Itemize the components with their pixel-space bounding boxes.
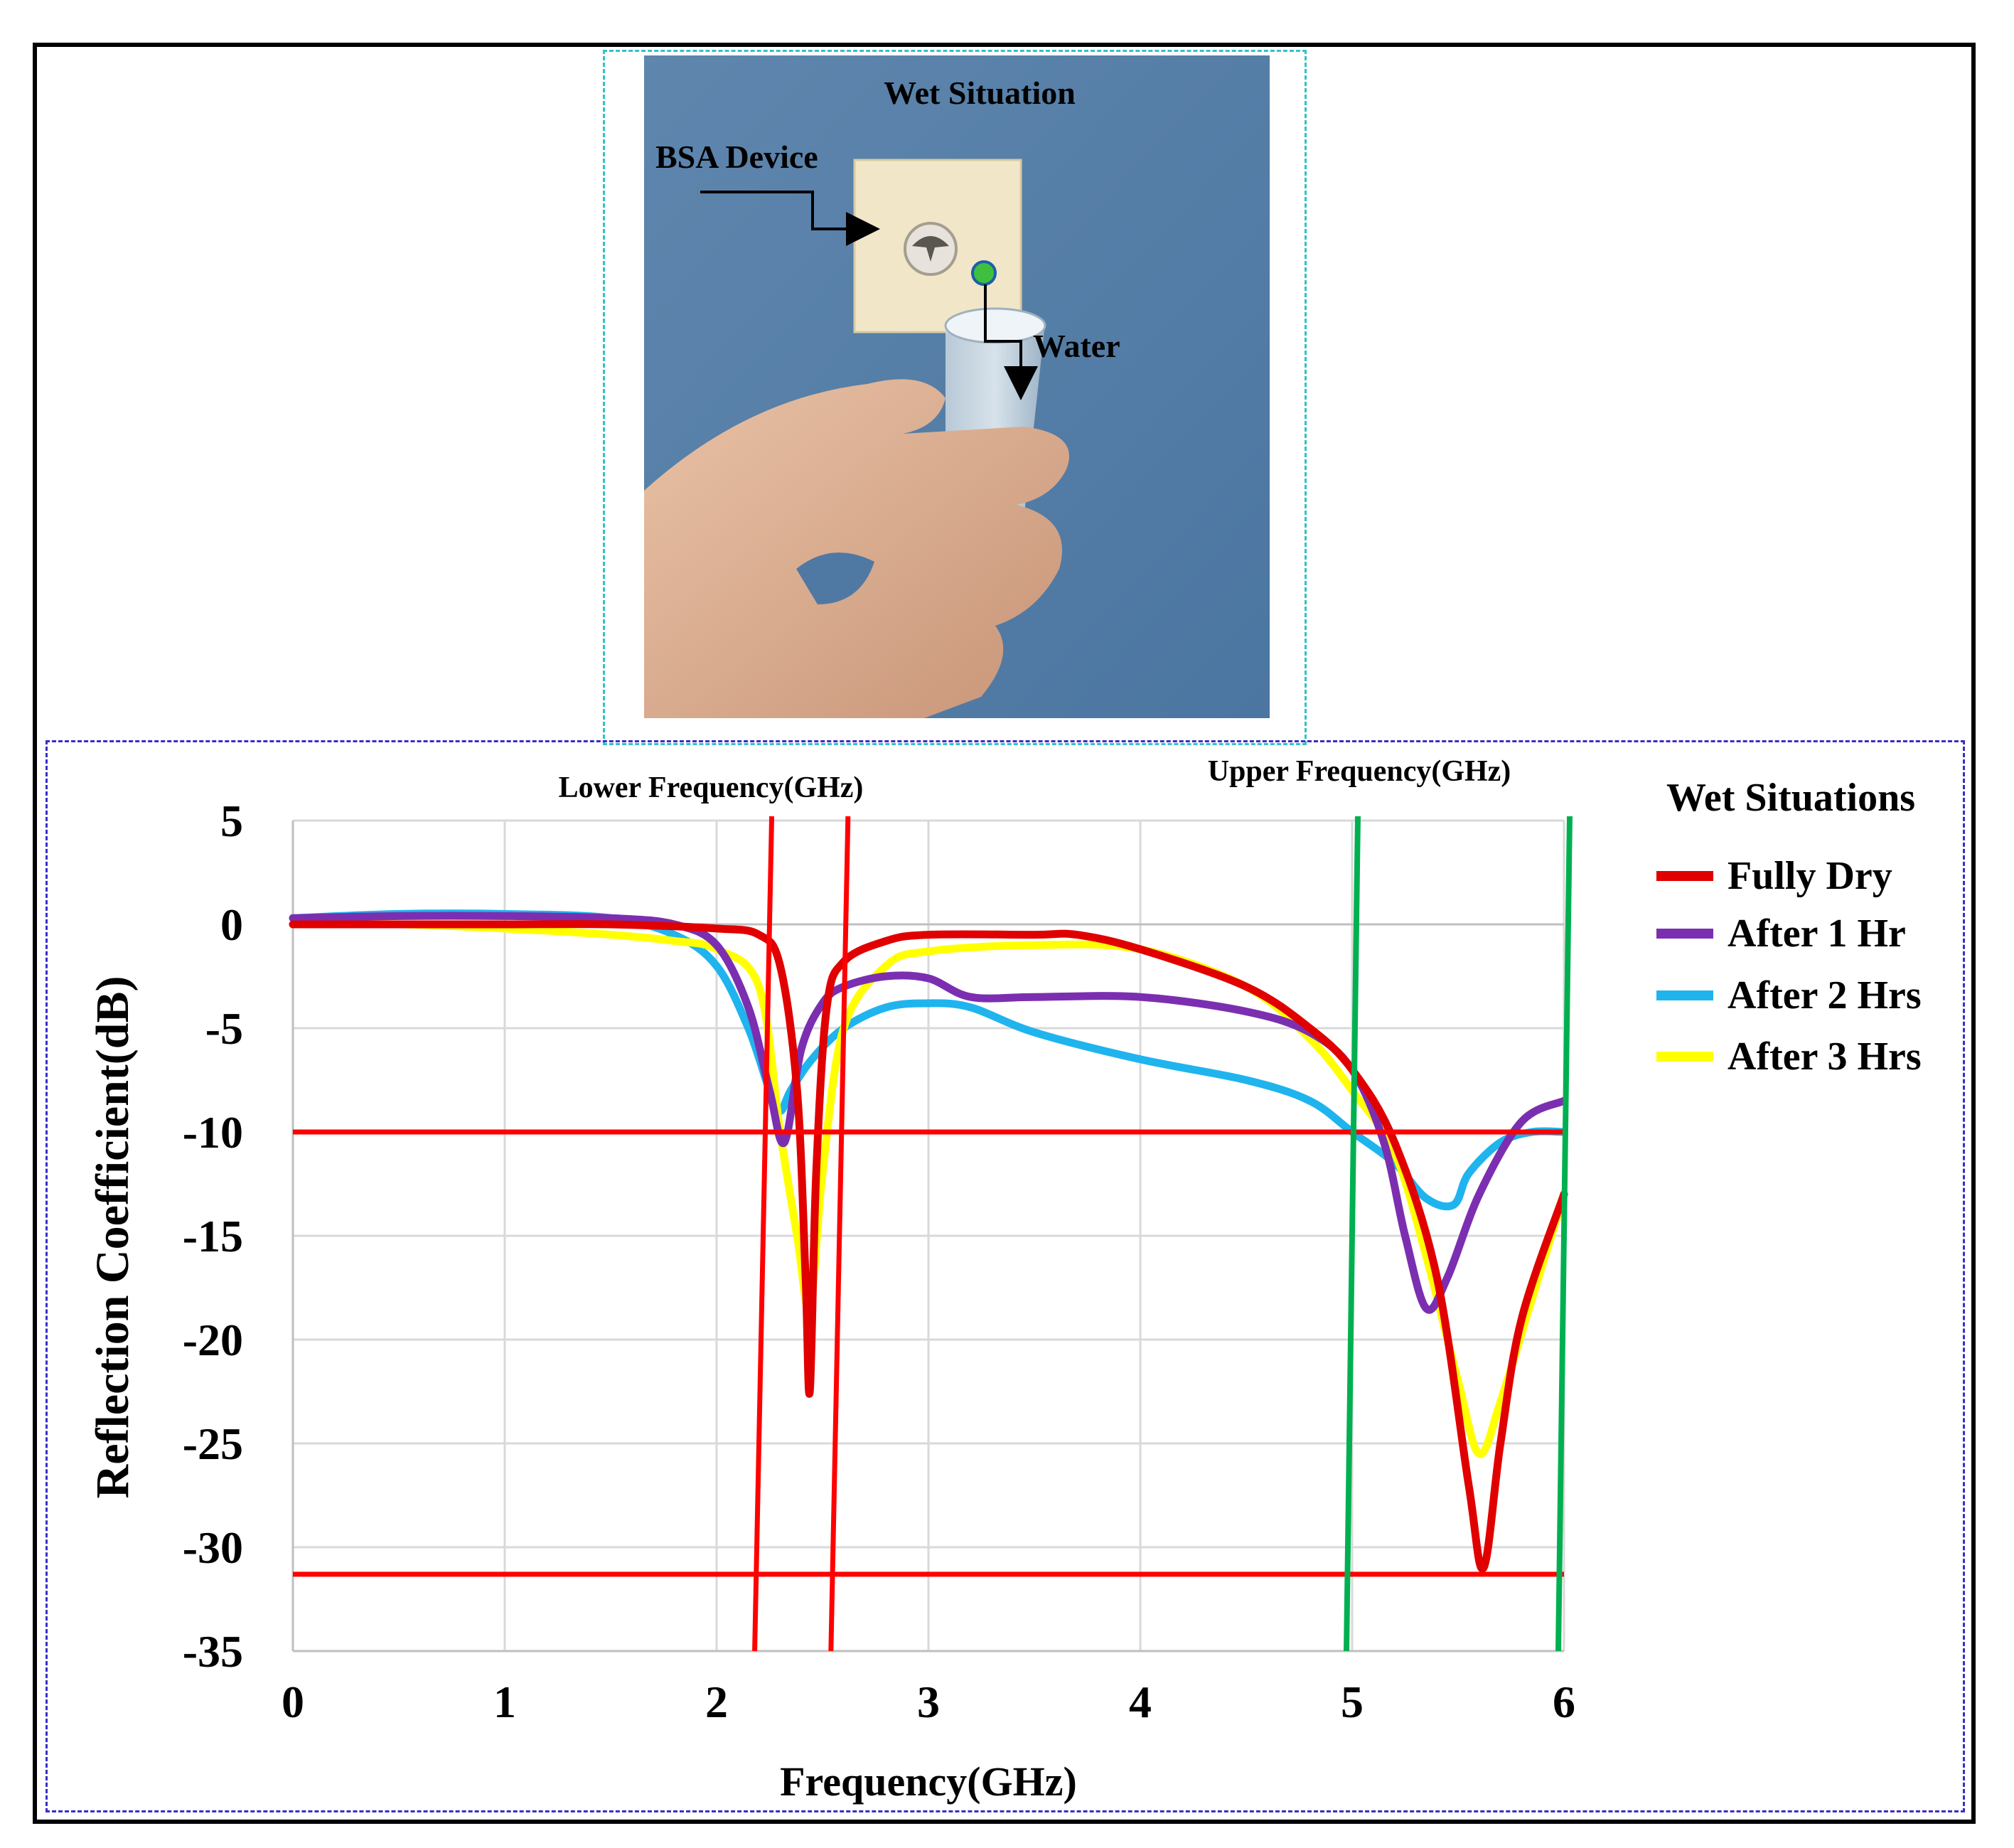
- ref-line-vertical-red: [828, 816, 851, 1652]
- y-tick-labels: 5 0 -5 -10 -15 -20 -25 -30 -35: [183, 796, 243, 1677]
- reference-lines: [293, 816, 1573, 1652]
- legend-title: Wet Situations: [1666, 776, 1915, 820]
- legend-label-fully-dry: Fully Dry: [1728, 854, 1892, 898]
- photo-title: Wet Situation: [884, 75, 1076, 111]
- x-tick-label: 2: [705, 1677, 728, 1727]
- y-tick-label: -20: [183, 1315, 243, 1365]
- water-drop-marker: [971, 260, 997, 286]
- water-label: Water: [1033, 328, 1120, 364]
- bsa-device-antenna: [904, 222, 958, 276]
- y-tick-label: 0: [220, 899, 243, 950]
- ref-line-vertical-red: [752, 816, 775, 1652]
- y-axis-label: Reflection Coefficient(dB): [87, 976, 139, 1499]
- x-tick-label: 4: [1129, 1677, 1152, 1727]
- y-tick-label: -15: [183, 1211, 243, 1261]
- x-tick-label: 0: [282, 1677, 304, 1727]
- chart-gridlines: [291, 819, 1565, 1652]
- ref-line-vertical-green: [1555, 816, 1573, 1652]
- x-tick-label: 3: [917, 1677, 940, 1727]
- legend-label-after-3-hrs: After 3 Hrs: [1728, 1035, 1922, 1079]
- photo-panel-frame: [603, 50, 1307, 745]
- y-tick-label: 5: [220, 796, 243, 846]
- x-tick-labels: 0 1 2 3 4 5 6: [282, 1677, 1575, 1727]
- water-arrow: [984, 284, 1038, 400]
- chart-series: [289, 909, 1568, 1573]
- bsa-device-label: BSA Device: [655, 139, 818, 175]
- series-line-fully-dry: [289, 920, 1568, 1573]
- y-tick-label: -5: [205, 1003, 243, 1054]
- y-tick-label: -10: [183, 1107, 243, 1158]
- hand: [644, 379, 1069, 718]
- photo: Wet Situation BSA Device Water: [644, 55, 1270, 718]
- legend-label-after-2-hrs: After 2 Hrs: [1728, 973, 1922, 1018]
- chart-panel-frame: [45, 740, 1965, 1812]
- x-tick-label: 6: [1553, 1677, 1575, 1727]
- y-tick-label: -35: [183, 1626, 243, 1677]
- x-axis-label: Frequency(GHz): [780, 1758, 1077, 1805]
- y-tick-label: -25: [183, 1419, 243, 1469]
- y-tick-label: -30: [183, 1522, 243, 1573]
- x-tick-label: 5: [1341, 1677, 1364, 1727]
- bsa-device-arrow: [700, 191, 880, 246]
- figure-frame: [33, 43, 1976, 1824]
- x-tick-label: 1: [493, 1677, 516, 1727]
- legend-label-after-1-hr: After 1 Hr: [1728, 912, 1906, 956]
- upper-frequency-annotation: Upper Frequency(GHz): [1208, 755, 1511, 788]
- chart-legend: Wet Situations Fully Dry After 1 Hr Afte…: [1656, 776, 1922, 1079]
- lower-frequency-annotation: Lower Frequency(GHz): [559, 771, 864, 804]
- ref-line-vertical-green: [1344, 816, 1361, 1652]
